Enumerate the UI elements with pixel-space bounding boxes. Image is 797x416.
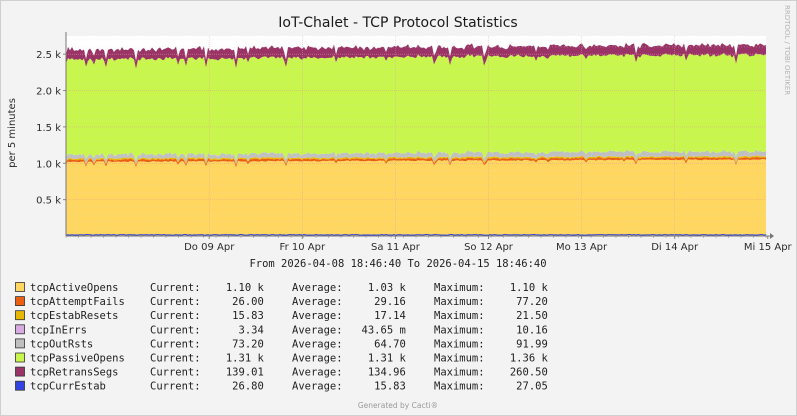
stacked-areas bbox=[65, 42, 767, 236]
area-tcpEstabResets bbox=[66, 155, 766, 166]
legend-row-tcpActiveOpens: tcpActiveOpens Current: 1.10 k Average: 1.… bbox=[15, 282, 548, 294]
legend-average: Average: 64.70 bbox=[292, 338, 406, 350]
x-tick-label: Mi 15 Apr bbox=[744, 242, 793, 253]
legend-average: Average: 17.14 bbox=[292, 310, 406, 322]
grid-lines bbox=[66, 36, 766, 236]
y-axis-title: per 5 minutes bbox=[7, 98, 18, 168]
legend-swatch bbox=[15, 366, 25, 377]
legend-name: tcpInErrs bbox=[30, 324, 87, 336]
x-tick-label: Sa 11 Apr bbox=[371, 242, 421, 253]
legend-row-tcpEstabResets: tcpEstabResets Current: 15.83 Average: 17.… bbox=[15, 310, 548, 322]
legend-swatch bbox=[15, 324, 25, 335]
legend-maximum: Maximum: 91.99 bbox=[434, 338, 548, 350]
y-tick-label: 1.0 k bbox=[36, 159, 61, 170]
legend-swatch bbox=[15, 380, 25, 391]
legend-swatch bbox=[15, 282, 25, 292]
legend-average: Average: 29.16 bbox=[292, 296, 406, 308]
legend-name: tcpCurrEstab bbox=[30, 381, 106, 393]
line-tcpCurrEstab bbox=[65, 233, 767, 236]
legend-name: tcpAttemptFails bbox=[30, 296, 125, 308]
legend-average: Average: 43.65 m bbox=[292, 324, 406, 336]
x-tick-label: Di 14 Apr bbox=[651, 242, 699, 253]
legend-average: Average: 1.03 k bbox=[292, 282, 406, 294]
y-tick-label: 1.5 k bbox=[36, 123, 61, 134]
area-tcpRetransSegs bbox=[66, 42, 766, 69]
chart-title: IoT-Chalet - TCP Protocol Statistics bbox=[278, 15, 517, 31]
y-tick-label: 2.0 k bbox=[36, 87, 61, 98]
legend-current: Current: 26.00 bbox=[150, 296, 264, 308]
time-range-label: From 2026-04-08 18:46:40 To 2026-04-15 1… bbox=[249, 258, 546, 270]
area-tcpActiveOpens bbox=[66, 159, 766, 236]
legend-maximum: Maximum: 10.16 bbox=[434, 324, 548, 336]
axes bbox=[65, 32, 774, 239]
legend-maximum: Maximum: 77.20 bbox=[434, 296, 548, 308]
legend-row-tcpPassiveOpens: tcpPassiveOpens Current: 1.31 k Average: 1… bbox=[15, 352, 548, 365]
legend-swatch bbox=[15, 338, 25, 349]
area-tcpOutRsts bbox=[66, 149, 766, 164]
legend-name: tcpOutRsts bbox=[30, 338, 93, 350]
y-tick-label: 2.5 k bbox=[36, 50, 61, 61]
y-axis-ticks: 0.5 k 1.0 k 1.5 k 2.0 k 2.5 k bbox=[36, 50, 66, 207]
x-tick-label: Fr 10 Apr bbox=[280, 242, 326, 253]
legend-row-tcpRetransSegs: tcpRetransSegs Current: 139.01 Average: 13… bbox=[15, 366, 548, 379]
legend-current: Current: 1.10 k bbox=[150, 282, 264, 294]
legend-swatch bbox=[15, 310, 25, 321]
legend-swatch bbox=[15, 296, 25, 307]
legend-row-tcpOutRsts: tcpOutRsts Current: 73.20 Average: 64.70 Ma… bbox=[15, 338, 548, 350]
legend-current: Current: 139.01 bbox=[150, 367, 264, 379]
area-tcpPassiveOpens bbox=[66, 52, 766, 161]
legend-current: Current: 1.31 k bbox=[150, 353, 264, 365]
legend-name: tcpEstabResets bbox=[30, 310, 119, 322]
x-tick-label: Mo 13 Apr bbox=[556, 242, 608, 253]
x-axis-arrow bbox=[770, 233, 774, 239]
legend-average: Average: 1.31 k bbox=[292, 353, 406, 365]
x-tick-label: So 12 Apr bbox=[464, 242, 514, 253]
legend-maximum: Maximum: 21.50 bbox=[434, 310, 548, 322]
legend-current: Current: 26.80 bbox=[150, 381, 264, 393]
x-tick-label: Do 09 Apr bbox=[184, 242, 235, 253]
rrdtool-watermark: RRDTOOL / TOBI OETIKER bbox=[783, 5, 791, 95]
legend-maximum: Maximum: 1.10 k bbox=[434, 282, 548, 294]
legend-average: Average: 15.83 bbox=[292, 381, 406, 393]
legend-name: tcpActiveOpens bbox=[30, 282, 119, 294]
legend-row-tcpAttemptFails: tcpAttemptFails Current: 26.00 Average: 29… bbox=[15, 296, 548, 308]
legend-name: tcpPassiveOpens bbox=[30, 353, 125, 365]
legend-current: Current: 15.83 bbox=[150, 310, 264, 322]
x-axis-ticks: Do 09 Apr Fr 10 Apr Sa 11 Apr So 12 Apr Mo 1… bbox=[65, 236, 793, 253]
legend-name: tcpRetransSegs bbox=[30, 367, 119, 379]
legend: tcpActiveOpens Current: 1.10 k Average: 1.… bbox=[15, 282, 548, 393]
legend-maximum: Maximum: 1.36 k bbox=[434, 353, 548, 365]
legend-current: Current: 73.20 bbox=[150, 338, 264, 350]
legend-row-tcpCurrEstab: tcpCurrEstab Current: 26.80 Average: 15.83… bbox=[15, 380, 548, 393]
legend-swatch bbox=[15, 352, 25, 363]
y-tick-label: 0.5 k bbox=[36, 196, 61, 207]
legend-average: Average: 134.96 bbox=[292, 367, 406, 379]
legend-maximum: Maximum: 27.05 bbox=[434, 381, 548, 393]
legend-row-tcpInErrs: tcpInErrs Current: 3.34 Average: 43.65 m Ma… bbox=[15, 324, 548, 336]
area-tcpAttemptFails bbox=[66, 156, 766, 168]
legend-maximum: Maximum: 260.50 bbox=[434, 367, 548, 379]
legend-current: Current: 3.34 bbox=[150, 324, 264, 336]
footer-credit: Generated by Cacti® bbox=[358, 401, 438, 410]
